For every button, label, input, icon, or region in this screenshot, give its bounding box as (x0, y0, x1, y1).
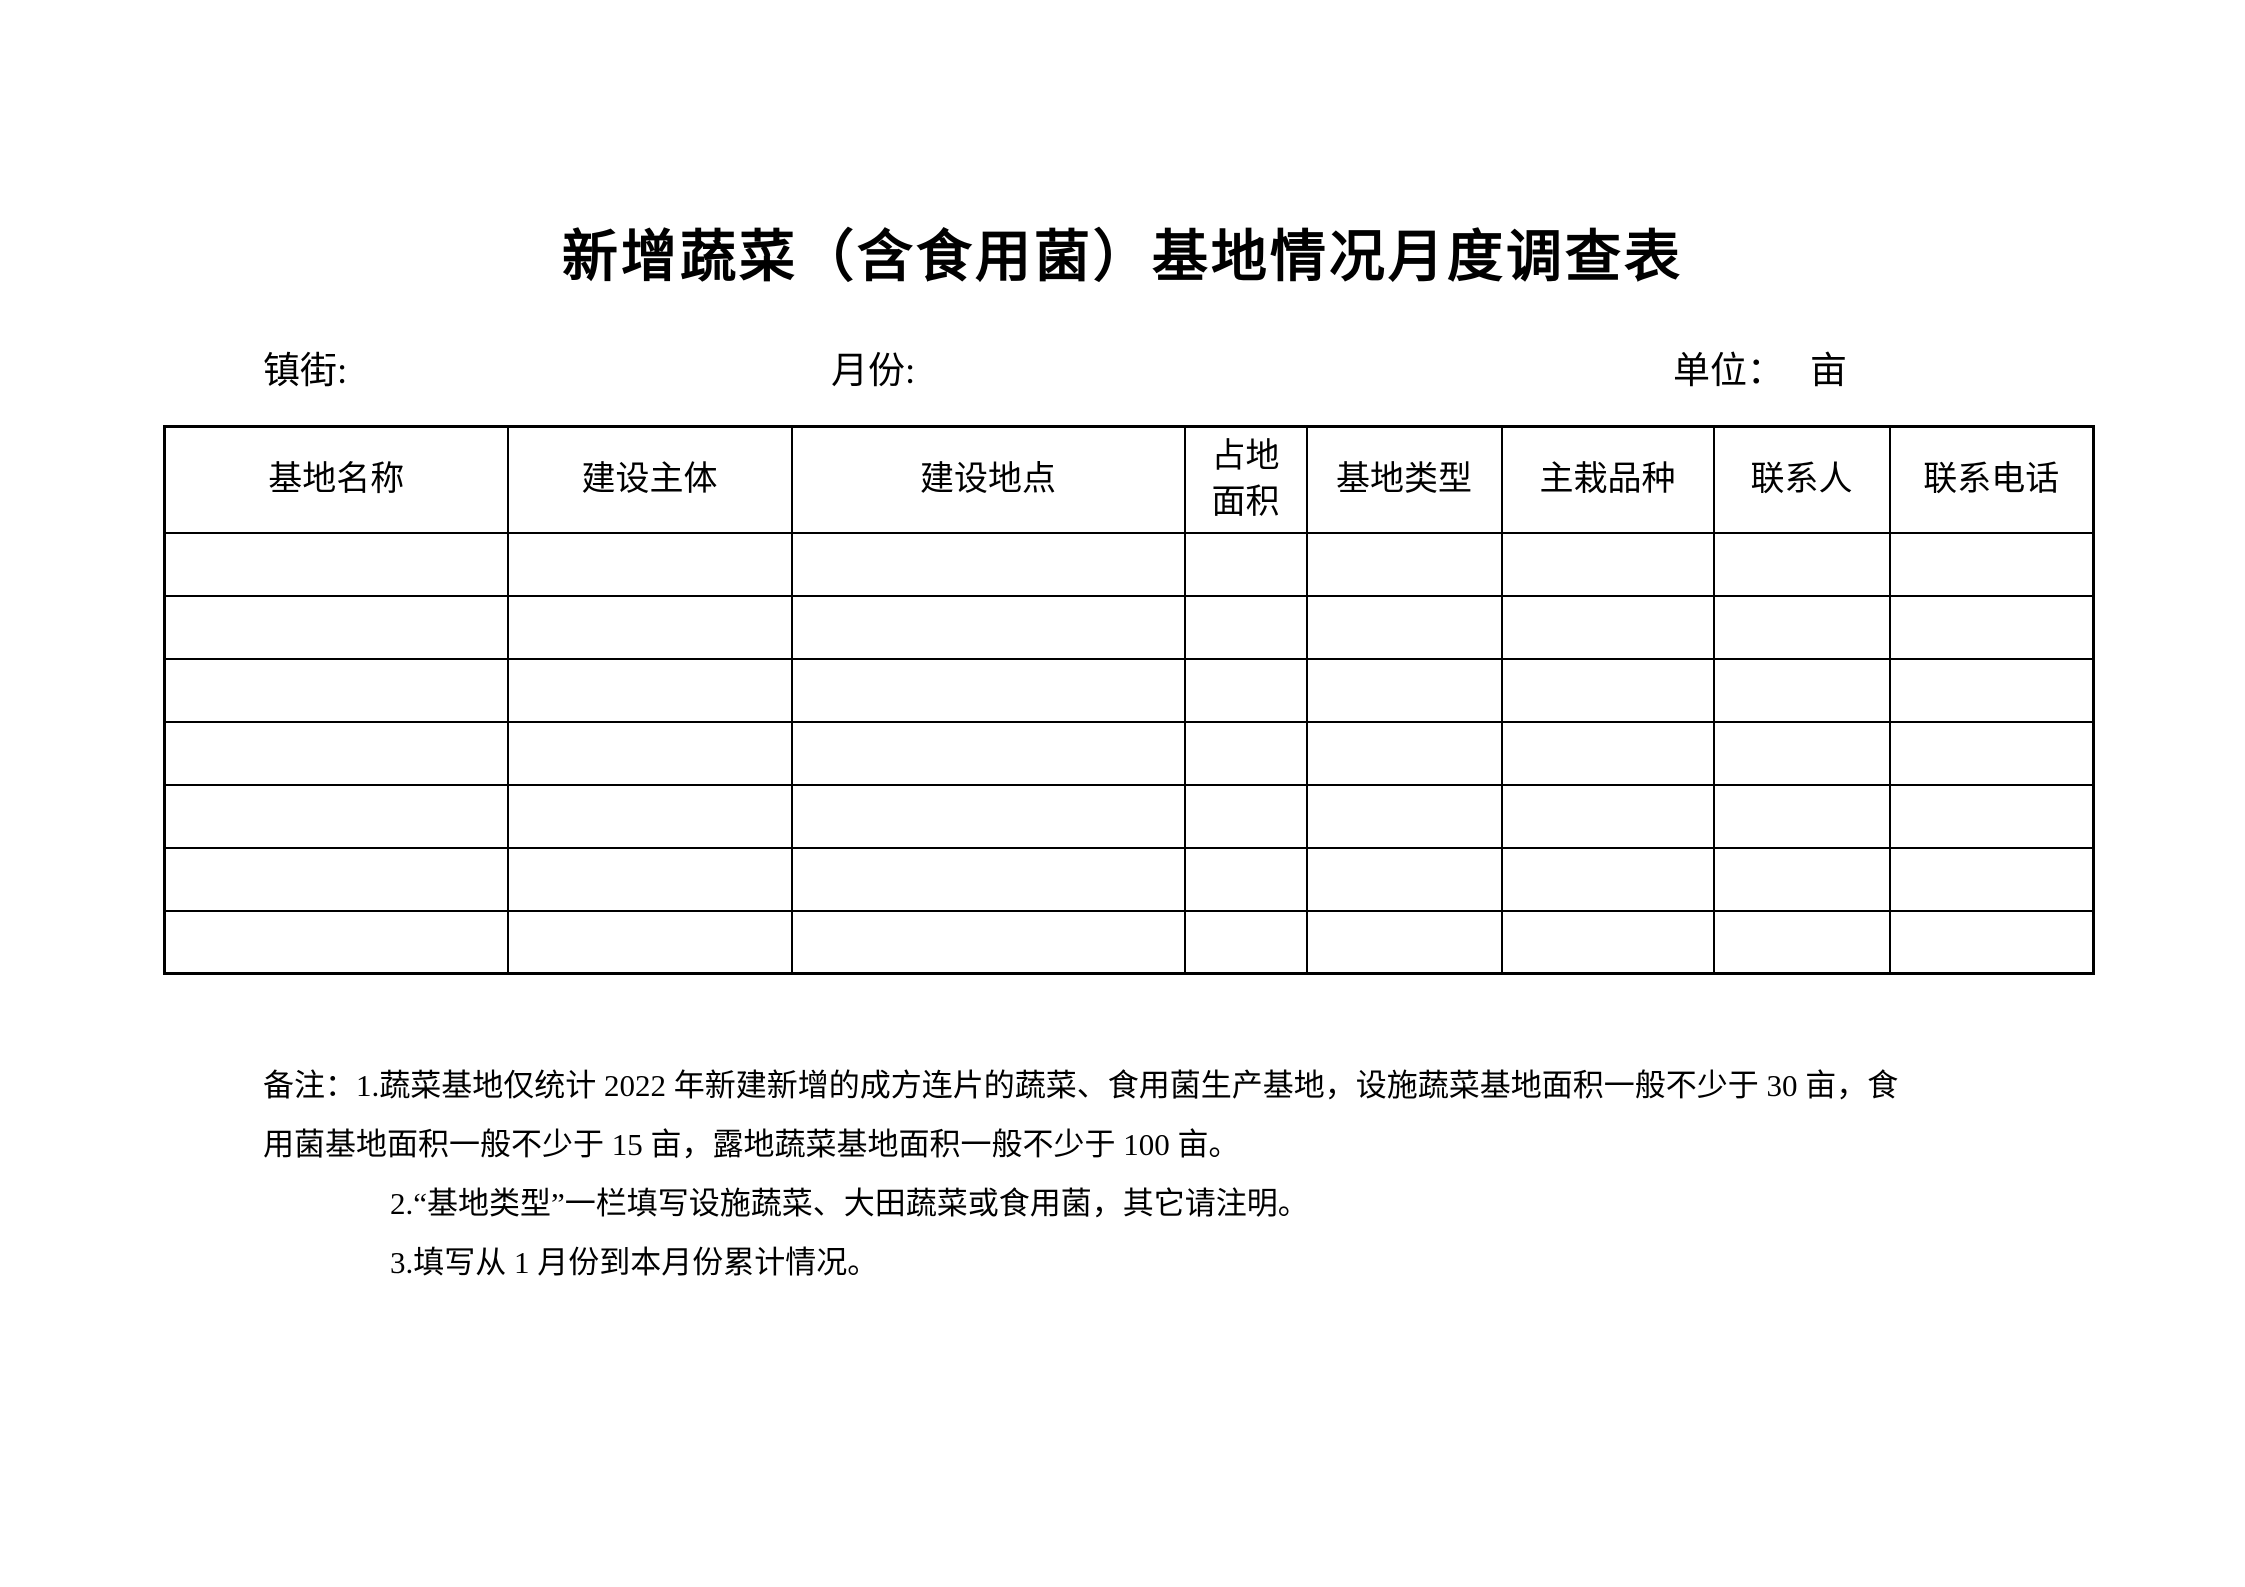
unit-value: 亩 (1810, 351, 1847, 392)
table-cell-empty (506, 783, 793, 849)
table-cell-empty (1712, 720, 1891, 786)
table-cell-empty (790, 846, 1186, 912)
page-title: 新增蔬菜（含食用菌）基地情况月度调查表 (562, 227, 1683, 289)
table-cell-empty (163, 846, 509, 912)
table-row (163, 594, 2095, 660)
table-cell-empty (790, 531, 1186, 597)
table-cell-empty (1305, 720, 1503, 786)
note-1-line-2: 用菌基地面积一般不少于 15 亩，露地蔬菜基地面积一般不少于 100 亩。 (263, 1127, 1240, 1162)
table-cell-empty (163, 531, 509, 597)
table-cell-empty (1712, 594, 1891, 660)
table-cell-empty (1305, 783, 1503, 849)
table-cell-empty (1500, 531, 1715, 597)
table-cell-empty (1888, 720, 2095, 786)
table-cell-empty (1888, 594, 2095, 660)
table-cell-empty (506, 657, 793, 723)
table-cell-empty (163, 657, 509, 723)
table-cell-empty (1888, 657, 2095, 723)
table-cell-empty (1712, 783, 1891, 849)
table-cell-empty (1712, 909, 1891, 975)
unit-field: 单位： 亩 (1673, 340, 1847, 394)
month-label: 月份: (831, 351, 916, 392)
table-cell-empty (163, 594, 509, 660)
table-cell-empty (1500, 720, 1715, 786)
meta-row: 镇街: 月份: 单位： 亩 (0, 340, 2245, 392)
table-header-row: 基地名称 建设主体 建设地点 占地面积 基地类型 主栽品种 联系人 联系电话 (163, 425, 2095, 534)
table-cell-empty (1500, 594, 1715, 660)
table-row (163, 657, 2095, 723)
table-cell-empty (1183, 909, 1308, 975)
table-cell-empty (1500, 783, 1715, 849)
table-cell-empty (790, 720, 1186, 786)
table-cell-empty (506, 846, 793, 912)
table-cell-empty (163, 720, 509, 786)
table-row (163, 846, 2095, 912)
table-cell-empty (1500, 657, 1715, 723)
table-cell-empty (1888, 846, 2095, 912)
column-header-builder: 建设主体 (506, 425, 793, 534)
table-cell-empty (506, 909, 793, 975)
notes-section: 备注：1.蔬菜基地仅统计 2022 年新建新增的成方连片的蔬菜、食用菌生产基地，… (263, 1056, 1993, 1292)
table-cell-empty (506, 720, 793, 786)
survey-table: 基地名称 建设主体 建设地点 占地面积 基地类型 主栽品种 联系人 联系电话 (163, 425, 2095, 975)
column-header-location: 建设地点 (790, 425, 1186, 534)
table-row (163, 783, 2095, 849)
table-cell-empty (790, 783, 1186, 849)
table-cell-empty (790, 657, 1186, 723)
table-cell-empty (163, 783, 509, 849)
table-cell-empty (506, 594, 793, 660)
table-row (163, 909, 2095, 975)
town-street-label: 镇街: (263, 351, 348, 392)
table-cell-empty (1712, 657, 1891, 723)
table-cell-empty (1500, 846, 1715, 912)
table-cell-empty (1500, 909, 1715, 975)
table-cell-empty (1712, 846, 1891, 912)
table-cell-empty (790, 594, 1186, 660)
column-header-contact-person: 联系人 (1712, 425, 1891, 534)
table-cell-empty (1305, 594, 1503, 660)
column-header-contact-phone: 联系电话 (1888, 425, 2095, 534)
table-cell-empty (790, 909, 1186, 975)
table-cell-empty (1712, 531, 1891, 597)
unit-label: 单位： (1673, 351, 1784, 392)
note-1-line-1: 备注：1.蔬菜基地仅统计 2022 年新建新增的成方连片的蔬菜、食用菌生产基地，… (263, 1068, 1899, 1103)
table-row (163, 531, 2095, 597)
column-header-land-area: 占地面积 (1183, 425, 1308, 534)
table-cell-empty (1183, 594, 1308, 660)
table-cell-empty (1305, 846, 1503, 912)
note-2: 2.“基地类型”一栏填写设施蔬菜、大田蔬菜或食用菌，其它请注明。 (390, 1186, 1309, 1221)
note-3: 3.填写从 1 月份到本月份累计情况。 (390, 1245, 879, 1280)
table-cell-empty (1888, 909, 2095, 975)
table-cell-empty (1183, 783, 1308, 849)
column-header-base-type: 基地类型 (1305, 425, 1503, 534)
table-cell-empty (1183, 657, 1308, 723)
table-cell-empty (1305, 909, 1503, 975)
column-header-main-variety: 主栽品种 (1500, 425, 1715, 534)
table-body (163, 531, 2095, 975)
table-cell-empty (1183, 846, 1308, 912)
table-cell-empty (1183, 531, 1308, 597)
column-header-base-name: 基地名称 (163, 425, 509, 534)
table-cell-empty (506, 531, 793, 597)
table-cell-empty (163, 909, 509, 975)
table-cell-empty (1305, 531, 1503, 597)
table-cell-empty (1888, 531, 2095, 597)
table-cell-empty (1305, 657, 1503, 723)
table-row (163, 720, 2095, 786)
table-cell-empty (1183, 720, 1308, 786)
table-cell-empty (1888, 783, 2095, 849)
